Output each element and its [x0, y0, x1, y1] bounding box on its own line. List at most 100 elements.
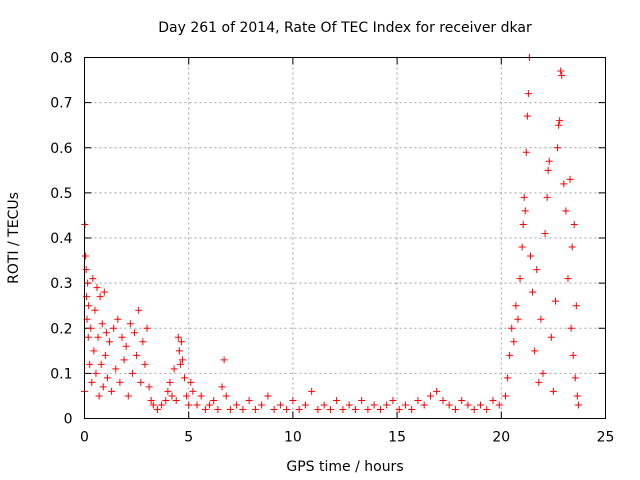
data-point	[523, 112, 531, 120]
data-point	[489, 396, 497, 404]
data-point	[175, 347, 183, 355]
data-point	[516, 275, 524, 283]
data-point	[143, 324, 151, 332]
data-point	[351, 405, 359, 413]
data-point	[120, 356, 128, 364]
data-point	[547, 333, 555, 341]
data-point	[520, 193, 528, 201]
data-point	[504, 374, 512, 382]
data-point	[116, 378, 124, 386]
data-point	[122, 342, 130, 350]
data-point	[220, 356, 228, 364]
data-point	[99, 383, 107, 391]
data-point	[408, 405, 416, 413]
data-point	[145, 383, 153, 391]
data-point	[326, 405, 334, 413]
data-point	[308, 387, 316, 395]
x-tick-label: 20	[492, 430, 510, 446]
data-point	[108, 387, 116, 395]
data-point	[106, 338, 114, 346]
axis-ticks: 0 5 10 15 20 25 0 0.1 0.2 0.3 0.4 0.5 0.6 0.7 0.8	[50, 51, 614, 446]
grid-lines	[84, 57, 606, 419]
data-point	[519, 220, 527, 228]
data-point	[84, 333, 92, 341]
data-points	[81, 54, 582, 413]
data-point	[376, 405, 384, 413]
data-point	[510, 338, 518, 346]
data-point	[470, 405, 478, 413]
data-point	[94, 333, 102, 341]
data-point	[524, 90, 532, 98]
data-point	[251, 405, 259, 413]
data-point	[226, 405, 234, 413]
data-point	[557, 67, 565, 75]
data-point	[544, 166, 552, 174]
data-point	[364, 405, 372, 413]
data-point	[258, 401, 266, 409]
data-point	[178, 356, 186, 364]
data-point	[176, 360, 184, 368]
y-tick-label: 0.4	[50, 231, 72, 247]
data-point	[345, 401, 353, 409]
data-point	[529, 288, 537, 296]
data-point	[295, 405, 303, 413]
data-point	[522, 148, 530, 156]
data-point	[458, 396, 466, 404]
data-point	[133, 351, 141, 359]
data-point	[177, 338, 185, 346]
data-point	[139, 338, 147, 346]
data-point	[558, 72, 566, 80]
data-point	[270, 405, 278, 413]
data-point	[112, 365, 120, 373]
data-point	[181, 374, 189, 382]
data-point	[98, 320, 106, 328]
data-point	[333, 396, 341, 404]
data-point	[560, 180, 568, 188]
data-point	[96, 293, 104, 301]
data-point	[95, 392, 103, 400]
data-point	[172, 396, 180, 404]
data-point	[124, 392, 132, 400]
data-point	[574, 401, 582, 409]
data-point	[185, 401, 193, 409]
data-point	[233, 401, 241, 409]
data-point	[86, 360, 94, 368]
data-point	[570, 220, 578, 228]
data-point	[370, 401, 378, 409]
data-point	[141, 360, 149, 368]
data-point	[101, 351, 109, 359]
data-point	[389, 396, 397, 404]
data-point	[571, 374, 579, 382]
data-point	[85, 302, 93, 310]
data-point	[554, 144, 562, 152]
y-tick-label: 0	[64, 412, 73, 428]
data-point	[118, 333, 126, 341]
data-point	[103, 374, 111, 382]
data-point	[531, 347, 539, 355]
data-point	[158, 401, 166, 409]
data-point	[183, 392, 191, 400]
data-point	[301, 401, 309, 409]
data-point	[551, 297, 559, 305]
data-point	[164, 387, 172, 395]
data-point	[476, 401, 484, 409]
data-point	[245, 396, 253, 404]
data-point	[518, 243, 526, 251]
data-point	[128, 369, 136, 377]
data-point	[483, 405, 491, 413]
data-point	[149, 401, 157, 409]
data-point	[433, 387, 441, 395]
data-point	[114, 315, 122, 323]
data-point	[512, 302, 520, 310]
data-point	[514, 315, 522, 323]
data-point	[110, 324, 118, 332]
data-point	[82, 252, 90, 260]
data-point	[201, 405, 209, 413]
data-point	[426, 392, 434, 400]
y-tick-label: 0.8	[50, 51, 72, 67]
data-point	[131, 329, 139, 337]
data-point	[82, 266, 90, 274]
data-point	[239, 405, 247, 413]
chart-title: Day 261 of 2014, Rate Of TEC Index for r…	[158, 20, 532, 36]
